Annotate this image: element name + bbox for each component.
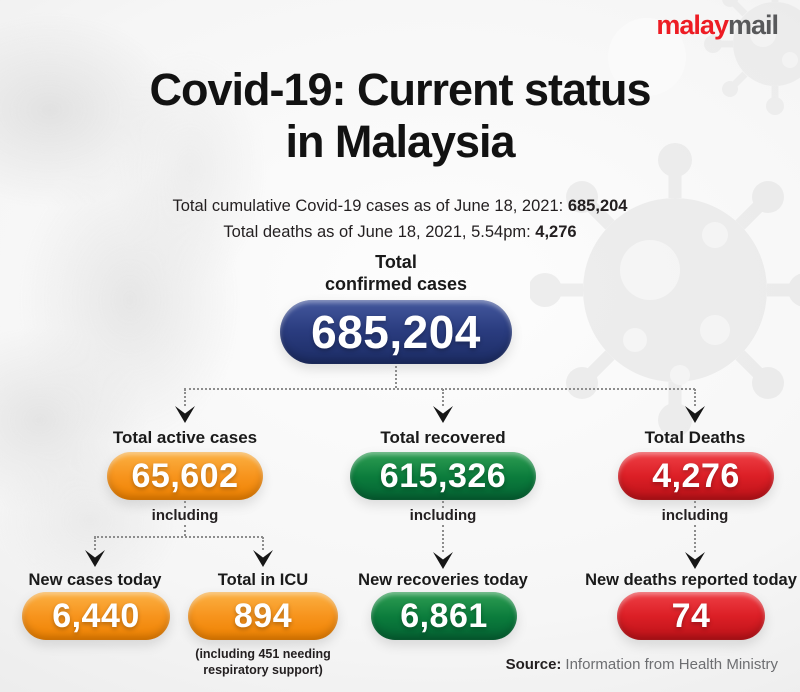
- icu-note: (including 451 needing respiratory suppor…: [178, 646, 348, 679]
- new-cases-pill: 6,440: [22, 592, 170, 640]
- arrow-down-icon: [432, 406, 454, 423]
- root-node-label: Total confirmed cases: [296, 252, 496, 296]
- logo-malay: malay: [656, 10, 729, 40]
- total-confirmed-value: 685,204: [311, 306, 481, 358]
- virus-icon-small: [704, 0, 800, 115]
- dotted-connector: [262, 537, 264, 550]
- new-cases-value: 6,440: [52, 596, 140, 635]
- source-text: Information from Health Ministry: [565, 656, 778, 673]
- new-recoveries-label: New recoveries today: [358, 571, 528, 589]
- icu-label: Total in ICU: [217, 571, 309, 589]
- subtitle-line2-text: Total deaths as of June 18, 2021, 5.54pm…: [223, 222, 531, 241]
- arrow-down-icon: [174, 406, 196, 423]
- active-cases-value: 65,602: [131, 456, 239, 495]
- icu-pill: 894: [188, 592, 338, 640]
- dotted-connector: [694, 525, 696, 552]
- new-deaths-label: New deaths reported today: [585, 571, 797, 589]
- including-label: including: [661, 507, 729, 524]
- total-confirmed-pill: 685,204: [280, 300, 512, 364]
- dotted-connector: [442, 501, 444, 508]
- dotted-connector: [694, 389, 696, 406]
- subtitle-line1-text: Total cumulative Covid-19 cases as of Ju…: [172, 197, 564, 215]
- icu-note-line2: respiratory support): [203, 663, 323, 678]
- dotted-connector: [94, 537, 96, 550]
- dotted-connector: [395, 366, 397, 388]
- source-label: Source:: [505, 656, 562, 673]
- root-label-line2: confirmed cases: [324, 273, 468, 294]
- title-line1: Covid-19: Current status: [149, 64, 651, 115]
- deaths-label: Total Deaths: [644, 428, 746, 447]
- new-deaths-pill: 74: [617, 592, 765, 640]
- arrow-down-icon: [684, 552, 706, 569]
- icu-value: 894: [233, 596, 293, 635]
- dotted-connector: [694, 501, 696, 508]
- recovered-value: 615,326: [379, 456, 507, 495]
- dotted-connector: [184, 388, 695, 390]
- dotted-connector: [184, 389, 186, 406]
- subtitle-line1-value: 685,204: [567, 197, 628, 215]
- dotted-connector: [442, 525, 444, 552]
- subtitle-line2-value: 4,276: [535, 222, 577, 241]
- new-cases-label: New cases today: [28, 571, 162, 589]
- deaths-pill: 4,276: [618, 452, 774, 500]
- icu-note-line1: (including 451 needing: [195, 647, 331, 661]
- recovered-pill: 615,326: [350, 452, 536, 500]
- subtitle: Total cumulative Covid-19 cases as of Ju…: [0, 194, 800, 245]
- logo-mail: mail: [727, 10, 779, 40]
- new-recoveries-pill: 6,861: [371, 592, 517, 640]
- active-cases-pill: 65,602: [107, 452, 263, 500]
- including-label: including: [409, 507, 477, 524]
- subtitle-line2: Total deaths as of June 18, 2021, 5.54pm…: [0, 220, 800, 246]
- new-recoveries-value: 6,861: [400, 596, 488, 635]
- root-label-line1: Total: [375, 252, 417, 272]
- including-label: including: [151, 507, 219, 524]
- arrow-down-icon: [432, 552, 454, 569]
- arrow-down-icon: [84, 550, 106, 567]
- new-deaths-value: 74: [671, 596, 711, 635]
- source-line: Source: Information from Health Ministry: [506, 656, 778, 673]
- background-circle: [608, 18, 686, 96]
- subtitle-line1: Total cumulative Covid-19 cases as of Ju…: [0, 194, 800, 220]
- recovered-label: Total recovered: [380, 428, 506, 447]
- virus-icon: [530, 143, 800, 437]
- deaths-value: 4,276: [652, 456, 740, 495]
- title-line2: in Malaysia: [285, 116, 515, 168]
- dotted-connector: [184, 501, 186, 508]
- arrow-down-icon: [252, 550, 274, 567]
- dotted-connector: [184, 525, 186, 536]
- dotted-connector: [442, 389, 444, 406]
- page-title: Covid-19: Current status in Malaysia: [0, 64, 800, 168]
- malaymail-logo: malaymail: [656, 10, 779, 40]
- active-cases-label: Total active cases: [112, 428, 258, 447]
- arrow-down-icon: [684, 406, 706, 423]
- dotted-connector: [94, 536, 263, 538]
